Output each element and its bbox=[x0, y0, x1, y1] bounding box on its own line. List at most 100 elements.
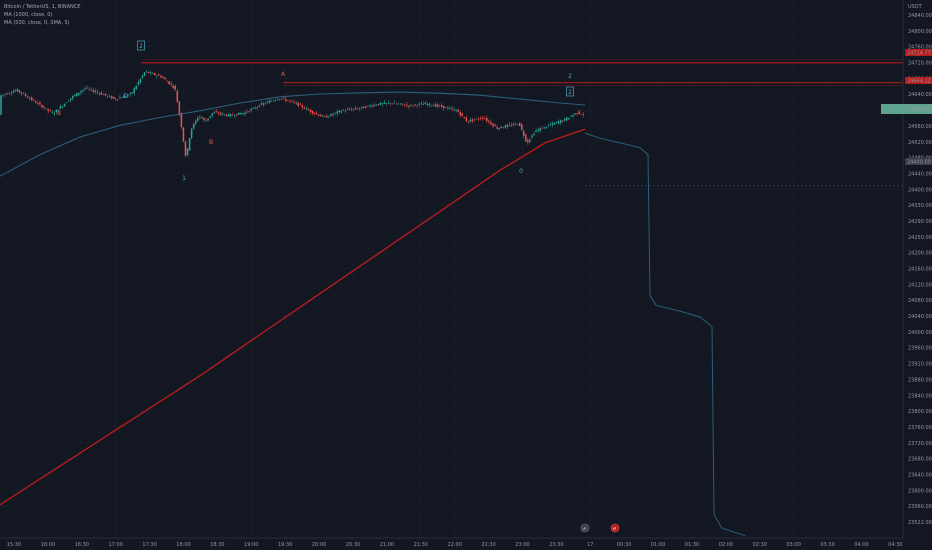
svg-text:ℯ: ℯ bbox=[613, 526, 616, 532]
candle bbox=[6, 92, 8, 95]
candle bbox=[186, 148, 189, 157]
candle-body bbox=[223, 114, 226, 115]
candle bbox=[512, 122, 515, 127]
candle bbox=[574, 112, 576, 116]
candle bbox=[244, 110, 246, 117]
candle bbox=[441, 102, 443, 109]
price-tick-label: 23800.00 bbox=[908, 409, 932, 415]
candle-body bbox=[92, 90, 94, 92]
candle-body bbox=[270, 100, 273, 102]
event-icon-1[interactable]: ℯ bbox=[580, 523, 590, 533]
candle bbox=[31, 96, 33, 102]
candle-body bbox=[135, 85, 138, 90]
candle-body bbox=[416, 105, 418, 106]
candle bbox=[371, 104, 373, 108]
time-tick-label: 22:00 bbox=[447, 542, 461, 548]
candle bbox=[430, 105, 433, 107]
candle bbox=[262, 101, 265, 108]
candle-body bbox=[283, 98, 285, 99]
candle-body bbox=[322, 115, 324, 117]
candle bbox=[291, 99, 293, 104]
candle bbox=[527, 137, 529, 145]
candle bbox=[162, 75, 164, 79]
candle-body bbox=[561, 120, 564, 122]
time-tick-label: 17:30 bbox=[142, 542, 156, 548]
tag-upper-resistance-text: 24714.77 bbox=[907, 51, 931, 57]
candle bbox=[59, 103, 62, 110]
candle-body bbox=[512, 124, 515, 126]
candle bbox=[139, 78, 142, 85]
candle-body bbox=[143, 72, 146, 76]
candle bbox=[389, 102, 392, 107]
candle bbox=[229, 113, 232, 119]
candle bbox=[434, 102, 437, 108]
candle-body bbox=[451, 108, 453, 109]
tag-lower-resistance-text: 24664.12 bbox=[907, 79, 931, 85]
candle-body bbox=[57, 109, 60, 112]
candle bbox=[254, 105, 256, 110]
candle bbox=[568, 117, 570, 120]
candle-body bbox=[207, 118, 209, 121]
candle-body bbox=[229, 114, 232, 117]
candle bbox=[400, 103, 402, 106]
candle-body bbox=[250, 109, 252, 111]
candle bbox=[84, 85, 86, 92]
candle-body bbox=[559, 120, 562, 123]
candle bbox=[123, 93, 125, 98]
candle bbox=[420, 101, 422, 106]
candle-body bbox=[418, 103, 420, 105]
candle-body bbox=[385, 103, 388, 104]
candle-body bbox=[0, 95, 2, 115]
candle-body bbox=[318, 114, 320, 116]
candle bbox=[151, 71, 154, 74]
candle bbox=[500, 126, 502, 129]
candle bbox=[96, 89, 99, 95]
candle-body bbox=[389, 103, 392, 104]
event-icon-2[interactable]: ℯ bbox=[610, 523, 620, 533]
candle-body bbox=[258, 105, 261, 107]
legend-symbol[interactable]: Bitcoin / TetherUS, 1, BINANCE bbox=[4, 4, 81, 10]
candle-body bbox=[486, 117, 488, 122]
candle bbox=[110, 95, 113, 100]
candle-body bbox=[69, 98, 72, 100]
candle bbox=[557, 119, 560, 125]
candle bbox=[422, 101, 425, 105]
candle bbox=[149, 70, 152, 76]
candle bbox=[564, 118, 566, 122]
price-tick-label: 24200.00 bbox=[908, 251, 932, 257]
candle-body bbox=[537, 129, 539, 131]
candle-body bbox=[449, 108, 451, 109]
candle-body bbox=[123, 95, 125, 98]
candle-body bbox=[555, 121, 558, 123]
time-tick-label: 04:30 bbox=[888, 542, 902, 548]
candle-body bbox=[348, 109, 351, 110]
legend-ma500[interactable]: MA (500, close, 0, SMA, 5) bbox=[4, 20, 70, 26]
candle-body bbox=[160, 75, 162, 78]
candle-body bbox=[289, 100, 291, 102]
candle bbox=[272, 99, 275, 102]
candle-body bbox=[477, 119, 480, 120]
candle-body bbox=[309, 109, 312, 113]
legend-ma1000[interactable]: MA (1000, close, 0) bbox=[4, 12, 53, 18]
candle bbox=[492, 123, 494, 129]
price-tick-label: 23960.00 bbox=[908, 346, 932, 352]
candle bbox=[215, 108, 217, 113]
candle-body bbox=[254, 108, 256, 109]
candle bbox=[24, 92, 27, 98]
wave-label-2-right-boxed: 2 bbox=[568, 89, 572, 96]
time-axis[interactable]: 15:30 16:00 16:30 17:00 17:30 18:00 18:30 19:00… bbox=[7, 542, 903, 548]
candle-body bbox=[180, 113, 183, 128]
candle-body bbox=[373, 104, 375, 106]
candle bbox=[242, 112, 244, 116]
candle-body bbox=[539, 128, 541, 131]
candle bbox=[63, 103, 66, 108]
candle-body bbox=[227, 114, 230, 117]
candle bbox=[387, 100, 390, 104]
price-tick-label: 24160.00 bbox=[908, 267, 932, 273]
candle-body bbox=[557, 121, 560, 124]
candle bbox=[277, 97, 279, 100]
candle bbox=[168, 80, 170, 85]
grid bbox=[0, 0, 903, 538]
candle-body bbox=[311, 110, 314, 114]
